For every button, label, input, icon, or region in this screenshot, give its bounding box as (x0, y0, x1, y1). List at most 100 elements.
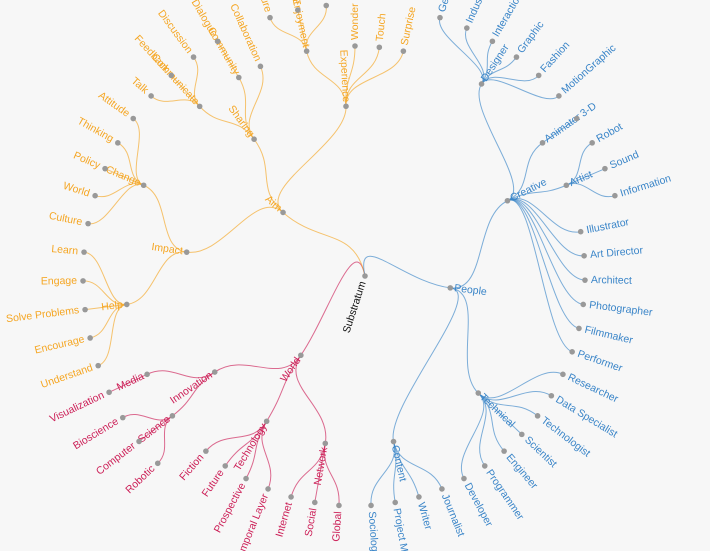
link-communicate (199, 106, 255, 140)
tree-node[interactable]: Performer (569, 348, 624, 375)
tree-node[interactable]: Creative (504, 176, 549, 204)
node-label-computer: Computer (94, 440, 138, 478)
node-label-sharing: Sharing (226, 103, 257, 139)
tree-node[interactable]: Architect (582, 274, 632, 287)
tree-node[interactable]: Journalist (439, 486, 467, 538)
tree-node[interactable]: People (447, 282, 488, 298)
tree-node[interactable]: General (436, 0, 459, 21)
tree-node[interactable]: Discussion (155, 8, 197, 60)
tree-node[interactable]: Touch (374, 13, 389, 51)
tree-node[interactable]: Photographer (580, 299, 654, 319)
tree-node[interactable]: Pleasure (250, 0, 274, 21)
link-change (143, 184, 187, 253)
node-dot (343, 103, 349, 110)
tree-node[interactable]: Delight (284, 0, 303, 13)
tree-node[interactable]: Policy (72, 150, 108, 172)
tree-node[interactable]: Internet (274, 494, 295, 539)
link-engineer (477, 392, 505, 452)
tree-node[interactable]: Understand (39, 362, 101, 391)
tree-node[interactable]: Engage (41, 275, 86, 288)
tree-node[interactable]: Industrial (464, 0, 492, 31)
tree-node[interactable]: Network (312, 440, 331, 487)
tree-node[interactable]: Substratum (341, 273, 369, 335)
link-content (392, 287, 459, 442)
tree-node[interactable]: Engineer (501, 448, 540, 492)
node-dot (336, 502, 342, 509)
link-attitude (132, 118, 144, 186)
node-label-media: Media (115, 370, 146, 393)
node-dot (362, 273, 368, 279)
node-dot (563, 182, 570, 189)
link-3-d (542, 118, 578, 144)
link-animator (507, 142, 543, 202)
node-dot (478, 81, 485, 87)
node-label-photographer: Photographer (588, 299, 653, 319)
tree-node[interactable]: Sociologist (366, 502, 382, 551)
link-dialogue (217, 41, 240, 78)
node-label-engineer: Engineer (504, 452, 541, 492)
node-label-attitude: Attitude (96, 89, 132, 119)
tree-node[interactable]: Culture (48, 210, 91, 228)
tree-node[interactable]: Illustrator (577, 216, 631, 236)
tree-node[interactable]: Visualization (48, 389, 112, 425)
tree-node[interactable]: Future (200, 463, 229, 499)
tree-node[interactable]: Encourage (33, 333, 93, 357)
tree-node[interactable]: World (62, 180, 98, 200)
tree-node[interactable]: Information (612, 172, 673, 199)
tree-node[interactable]: Surprise (399, 6, 419, 54)
tree-node[interactable]: 3-D (573, 100, 599, 122)
link-bioscience (122, 413, 173, 421)
node-label-impact: Impact (151, 241, 184, 257)
tree-node[interactable]: Help (101, 299, 130, 314)
tree-node[interactable]: Art Director (581, 244, 644, 261)
tree-node[interactable]: Attitude (96, 89, 137, 122)
tree-node[interactable]: Robot (589, 121, 625, 146)
tree-node[interactable]: Technology (232, 418, 270, 473)
link-information (566, 183, 616, 198)
node-label-graphic: Graphic (515, 19, 546, 56)
node-label-play: Play (318, 0, 332, 1)
tree-node[interactable]: Learn (51, 243, 87, 257)
tree-node[interactable]: Impact (151, 241, 190, 257)
tree-node[interactable]: Thinking (75, 115, 121, 146)
link-art-director (507, 198, 585, 257)
tree-node[interactable]: Fashion (535, 39, 572, 79)
link-help (126, 251, 187, 305)
tree-node[interactable]: Filmmaker (576, 324, 634, 347)
tree-node[interactable]: Writer (415, 494, 434, 531)
node-label-sound: Sound (608, 149, 641, 172)
tree-node[interactable]: Media (115, 370, 150, 393)
tree-node[interactable]: Fiction (177, 448, 209, 483)
link-motiongraphic (481, 79, 560, 100)
tree-node[interactable]: Artist (563, 168, 595, 189)
tree-node[interactable]: Graphic (513, 19, 547, 60)
node-dot (92, 192, 98, 199)
tree-node[interactable]: Play (318, 0, 332, 9)
tree-node[interactable]: Talk (129, 75, 154, 99)
tree-node[interactable]: Enjoyment (290, 0, 312, 54)
tree-node[interactable]: Global (330, 502, 344, 542)
tree-node[interactable]: Experience (337, 49, 352, 110)
tree-node[interactable]: Social (303, 499, 320, 538)
link-developer (461, 392, 485, 479)
link-fashion (481, 75, 540, 85)
tree-node[interactable]: Project Management (391, 499, 420, 551)
node-dot (461, 475, 467, 482)
node-label-experience: Experience (337, 49, 352, 102)
tree-node[interactable]: Innovation (168, 369, 218, 407)
tree-node[interactable]: Sound (602, 149, 641, 172)
tree-node[interactable]: Wonder (349, 3, 361, 49)
tree-node[interactable]: Solve Problems (5, 304, 88, 325)
node-dot (115, 140, 121, 146)
node-dot (236, 74, 242, 81)
tree-node[interactable]: Interaction (489, 0, 526, 45)
tree-node[interactable]: Computer (94, 438, 142, 478)
tree-node[interactable]: Change (104, 163, 147, 189)
tree-node[interactable]: Bioscience (71, 414, 126, 452)
node-dot (322, 440, 329, 447)
node-label-encourage: Encourage (33, 333, 85, 356)
tree-node[interactable]: Scientist (518, 431, 559, 471)
tree-node[interactable]: Robotic (123, 460, 161, 496)
tree-node[interactable]: Aim (263, 193, 286, 216)
tree-node[interactable]: Technical (475, 390, 517, 430)
